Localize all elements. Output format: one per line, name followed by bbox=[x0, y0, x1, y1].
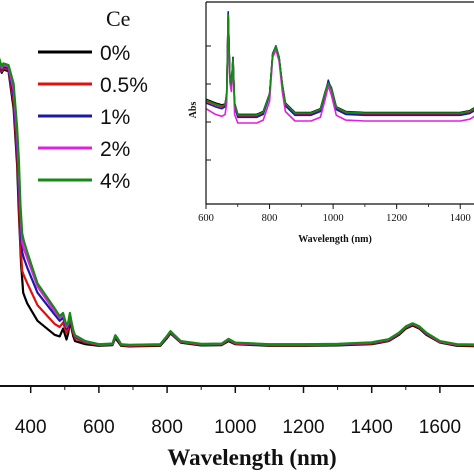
legend-label-0: 0% bbox=[100, 42, 130, 65]
inset-chart: 600 800 1000 1200 1400 Abs Wavelength (nm) bbox=[188, 1, 474, 245]
inset-x-tick-label: 1200 bbox=[386, 213, 407, 224]
legend: Ce 0% 0.5% 1% 2% 4% bbox=[38, 6, 148, 193]
main-x-tick-label: 600 bbox=[83, 417, 115, 438]
inset-y-axis-title: Abs bbox=[188, 102, 199, 119]
main-series-group bbox=[0, 57, 474, 348]
inset-x-tick-label: 600 bbox=[198, 213, 214, 224]
main-x-tick-label: 1400 bbox=[351, 417, 393, 438]
main-x-tick-label: 1200 bbox=[282, 417, 324, 438]
inset-x-tick-label: 800 bbox=[262, 213, 278, 224]
legend-label-4: 4% bbox=[100, 170, 130, 193]
main-x-ticks: 400 600 800 1000 1200 1400 1600 bbox=[15, 386, 461, 438]
inset-x-ticks: 600 800 1000 1200 1400 bbox=[198, 204, 471, 224]
inset-x-tick-label: 1000 bbox=[323, 213, 344, 224]
legend-label-3: 2% bbox=[100, 138, 130, 161]
main-x-axis-title: Wavelength (nm) bbox=[167, 445, 336, 470]
main-x-tick-label: 1600 bbox=[419, 417, 461, 438]
main-x-tick-label: 800 bbox=[151, 417, 183, 438]
inset-series-line-4 bbox=[205, 13, 474, 116]
legend-title: Ce bbox=[106, 6, 130, 31]
inset-series-group bbox=[205, 11, 474, 124]
inset-x-axis-title: Wavelength (nm) bbox=[298, 234, 372, 245]
legend-label-2: 1% bbox=[100, 106, 130, 129]
main-x-tick-label: 1000 bbox=[214, 417, 256, 438]
inset-background bbox=[206, 2, 474, 204]
main-chart: 400 600 800 1000 1200 1400 1600 Wavelength (nm… bbox=[0, 57, 474, 470]
inset-x-tick-label: 1400 bbox=[450, 213, 471, 224]
main-series-line-4 bbox=[0, 57, 474, 346]
legend-label-1: 0.5% bbox=[100, 74, 148, 97]
inset-y-ticks bbox=[206, 45, 211, 161]
main-x-tick-label: 400 bbox=[15, 417, 47, 438]
